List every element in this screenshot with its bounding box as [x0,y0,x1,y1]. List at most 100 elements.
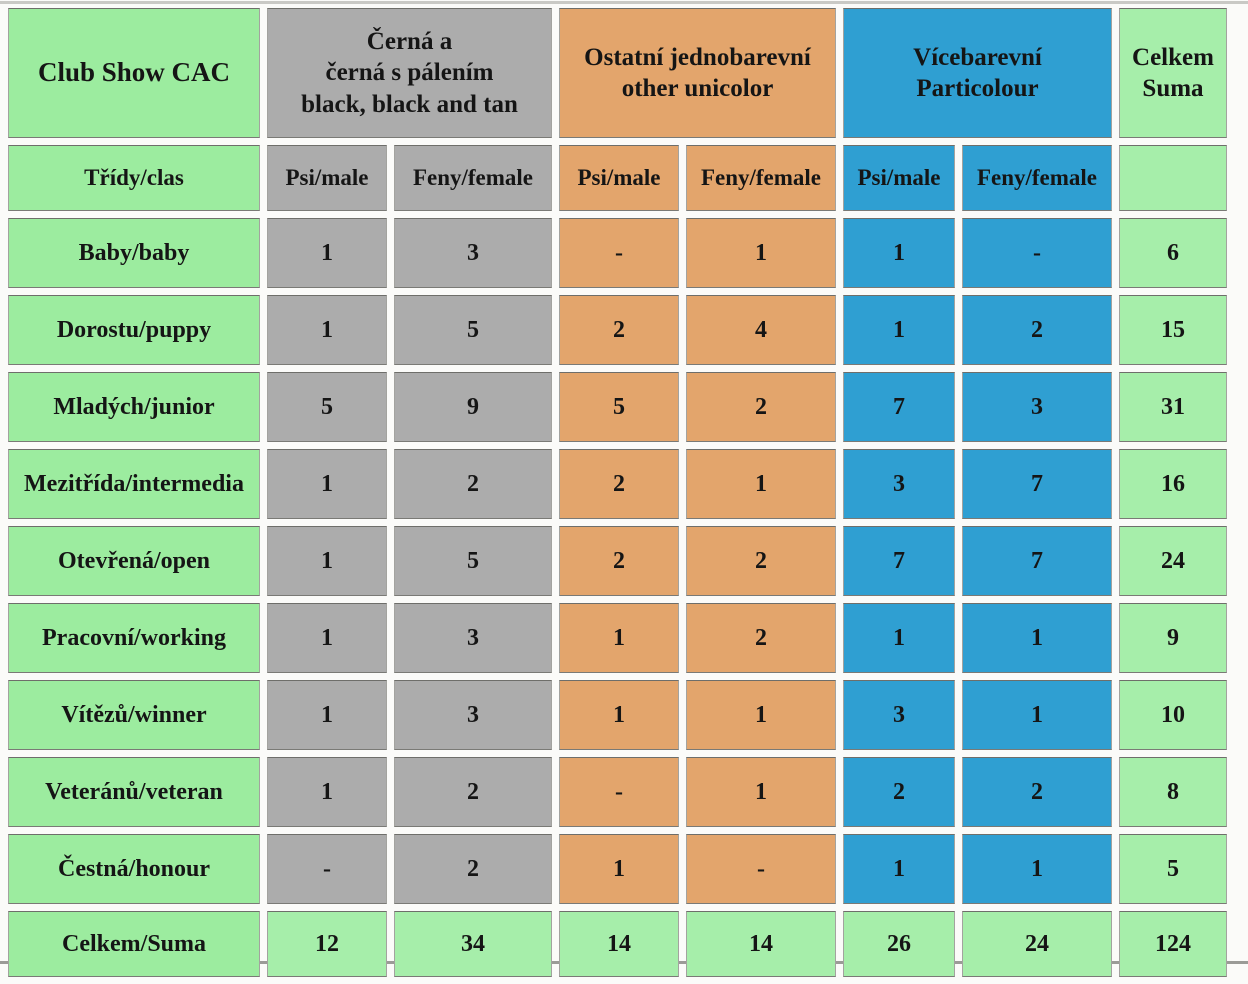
data-cell: 1 [267,218,387,288]
table-row: Baby/baby 1 3 - 1 1 - 6 [8,218,1227,288]
data-cell: 3 [843,449,955,519]
data-cell: 1 [559,603,679,673]
table-row: Mladých/junior 5 9 5 2 7 3 31 [8,372,1227,442]
group-header-black: Černá a černá s pálením black, black and… [267,8,552,138]
total-cell: 24 [962,911,1112,977]
sub-header-black-female: Feny/female [394,145,552,211]
data-cell: 3 [394,218,552,288]
total-cell: 14 [559,911,679,977]
row-label: Otevřená/open [8,526,260,596]
data-cell: 3 [394,603,552,673]
row-total-cell: 15 [1119,295,1227,365]
data-cell: 3 [962,372,1112,442]
data-cell: 7 [843,372,955,442]
data-cell: 3 [843,680,955,750]
data-cell: 2 [843,757,955,827]
sub-header-unicolor-female: Feny/female [686,145,836,211]
data-cell: - [267,834,387,904]
data-cell: 7 [962,526,1112,596]
data-cell: 2 [962,295,1112,365]
data-cell: 1 [559,834,679,904]
data-cell: 1 [962,680,1112,750]
data-cell: - [962,218,1112,288]
sub-header-particolour-male: Psi/male [843,145,955,211]
row-label: Veteránů/veteran [8,757,260,827]
sub-header-row: Třídy/clas Psi/male Feny/female Psi/male… [8,145,1227,211]
total-row-label: Celkem/Suma [8,911,260,977]
row-label: Mladých/junior [8,372,260,442]
data-cell: 4 [686,295,836,365]
data-cell: 2 [686,603,836,673]
row-total-cell: 10 [1119,680,1227,750]
data-cell: 2 [559,295,679,365]
group-header-unicolor: Ostatní jednobarevní other unicolor [559,8,836,138]
row-label: Pracovní/working [8,603,260,673]
data-cell: 2 [559,449,679,519]
data-cell: 2 [394,449,552,519]
data-cell: 5 [559,372,679,442]
row-label: Dorostu/puppy [8,295,260,365]
table-row: Vítězů/winner 1 3 1 1 3 1 10 [8,680,1227,750]
data-cell: 1 [686,757,836,827]
data-cell: 3 [394,680,552,750]
data-cell: 1 [962,603,1112,673]
data-cell: 1 [559,680,679,750]
table-row: Otevřená/open 1 5 2 2 7 7 24 [8,526,1227,596]
data-cell: 7 [962,449,1112,519]
row-total-cell: 24 [1119,526,1227,596]
data-cell: 2 [559,526,679,596]
data-cell: - [559,757,679,827]
table-row: Čestná/honour - 2 1 - 1 1 5 [8,834,1227,904]
total-cell: 12 [267,911,387,977]
row-total-cell: 8 [1119,757,1227,827]
data-cell: 2 [686,372,836,442]
row-total-cell: 16 [1119,449,1227,519]
data-cell: 1 [267,680,387,750]
data-cell: 1 [267,526,387,596]
data-cell: - [686,834,836,904]
data-cell: 1 [267,449,387,519]
sub-header-unicolor-male: Psi/male [559,145,679,211]
data-cell: 5 [394,526,552,596]
table-row: Mezitřída/intermedia 1 2 2 1 3 7 16 [8,449,1227,519]
total-row: Celkem/Suma 12 34 14 14 26 24 124 [8,911,1227,977]
table-title: Club Show CAC [8,8,260,138]
row-total-cell: 5 [1119,834,1227,904]
total-cell: 14 [686,911,836,977]
table-row: Dorostu/puppy 1 5 2 4 1 2 15 [8,295,1227,365]
data-cell: 1 [267,603,387,673]
row-total-cell: 6 [1119,218,1227,288]
data-cell: 2 [394,834,552,904]
row-total-cell: 9 [1119,603,1227,673]
data-cell: 2 [962,757,1112,827]
table-row: Pracovní/working 1 3 1 2 1 1 9 [8,603,1227,673]
row-label: Čestná/honour [8,834,260,904]
data-cell: 1 [843,834,955,904]
data-cell: 1 [686,218,836,288]
data-cell: 2 [686,526,836,596]
data-cell: 2 [394,757,552,827]
data-cell: 1 [267,757,387,827]
data-cell: 1 [686,449,836,519]
table-row: Veteránů/veteran 1 2 - 1 2 2 8 [8,757,1227,827]
data-cell: 9 [394,372,552,442]
sub-header-particolour-female: Feny/female [962,145,1112,211]
data-cell: - [559,218,679,288]
row-label: Vítězů/winner [8,680,260,750]
group-header-row: Club Show CAC Černá a černá s pálením bl… [8,8,1227,138]
total-cell: 34 [394,911,552,977]
row-total-cell: 31 [1119,372,1227,442]
data-cell: 5 [267,372,387,442]
data-cell: 1 [962,834,1112,904]
data-cell: 1 [843,218,955,288]
class-column-header: Třídy/clas [8,145,260,211]
row-label: Mezitřída/intermedia [8,449,260,519]
total-cell: 26 [843,911,955,977]
data-cell: 1 [267,295,387,365]
row-label: Baby/baby [8,218,260,288]
sub-header-black-male: Psi/male [267,145,387,211]
grand-total-cell: 124 [1119,911,1227,977]
sub-header-total-empty [1119,145,1227,211]
data-cell: 1 [843,603,955,673]
